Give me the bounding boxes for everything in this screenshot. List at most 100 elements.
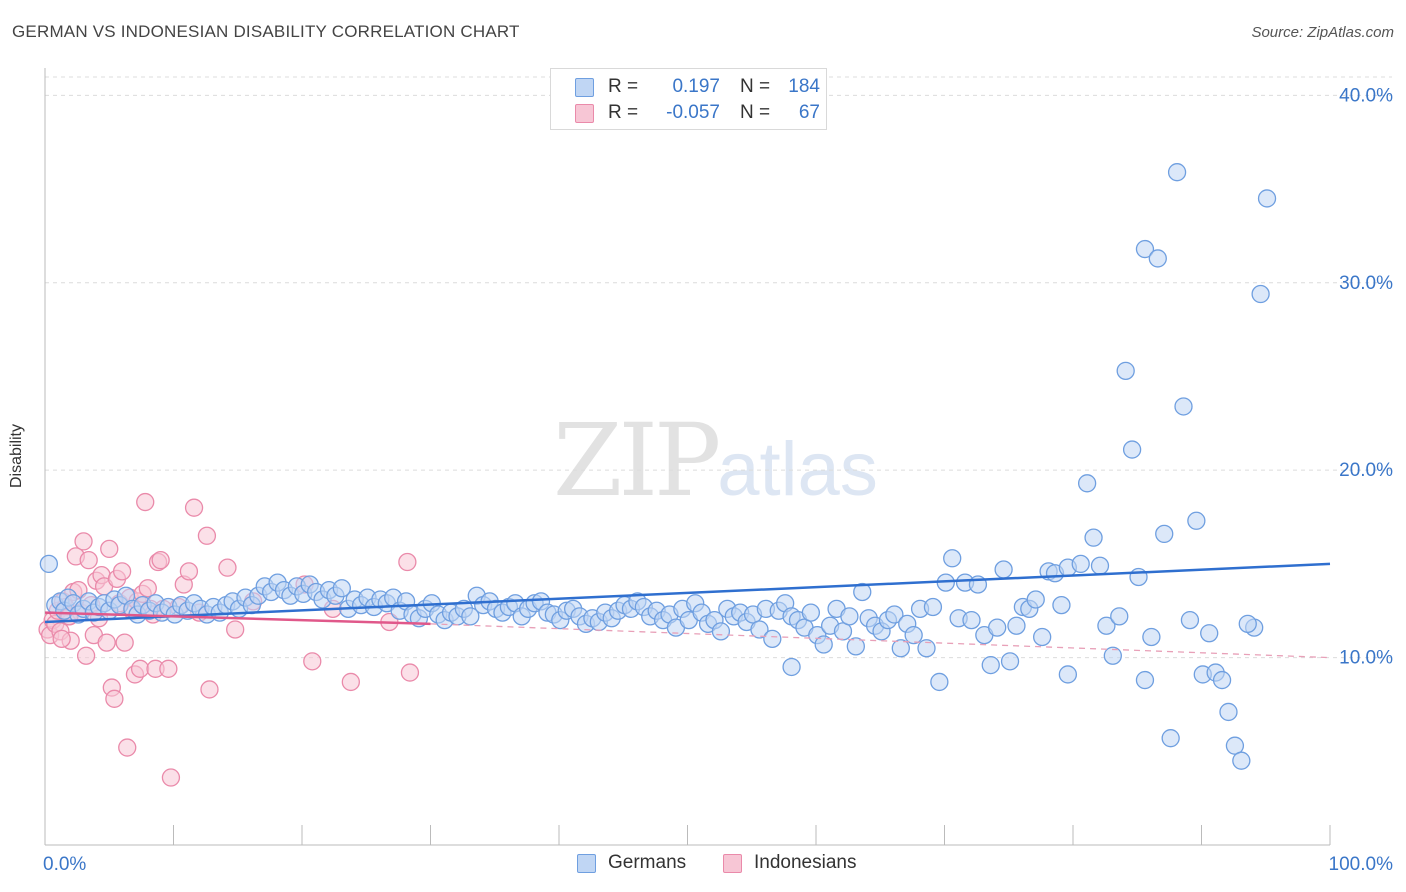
y-tick-label: 40.0% — [1339, 85, 1393, 106]
indonesian-point — [159, 659, 178, 678]
german-point — [461, 607, 480, 626]
german-point — [1077, 474, 1097, 493]
indonesian-point — [97, 633, 116, 652]
german-point — [923, 597, 943, 617]
german-point — [1167, 163, 1187, 182]
legend-row-germans: R = 0.197 N = 184 — [575, 74, 820, 100]
y-axis-title: Disability — [8, 423, 25, 489]
watermark-atlas: atlas — [717, 427, 878, 512]
german-point — [917, 639, 936, 658]
indonesian-point — [74, 532, 93, 551]
german-point — [1155, 524, 1174, 544]
german-point — [1135, 239, 1155, 259]
germans-n-label: N = — [740, 76, 771, 97]
german-point — [1071, 554, 1090, 574]
indonesian-point — [112, 562, 132, 581]
indonesian-point — [200, 680, 219, 699]
german-point — [1033, 627, 1052, 647]
german-point — [1110, 607, 1129, 626]
germans-r-label: R = — [608, 76, 639, 97]
german-point — [1026, 590, 1045, 609]
legend-item-germans[interactable]: Germans — [577, 852, 686, 874]
indonesians-legend-label: Indonesians — [754, 852, 857, 873]
legend-item-indonesians[interactable]: Indonesians — [723, 852, 856, 874]
german-point — [846, 637, 865, 656]
german-point — [1084, 528, 1103, 547]
legend-row-indonesians: R = -0.057 N = 67 — [575, 100, 820, 126]
german-point — [782, 657, 801, 677]
german-point — [1148, 249, 1167, 268]
german-point — [1103, 646, 1122, 665]
german-point — [801, 603, 821, 622]
correlation-legend: R = 0.197 N = 184 R = -0.057 N = 67 — [550, 68, 827, 130]
german-point — [1058, 665, 1078, 684]
german-point — [1232, 751, 1251, 770]
indonesian-point — [226, 620, 245, 639]
german-point — [1251, 284, 1270, 304]
source-label: Source: ZipAtlas.com — [1251, 24, 1394, 41]
watermark-zip: ZIP — [553, 402, 721, 519]
german-point — [885, 605, 904, 624]
german-point — [1135, 670, 1155, 690]
german-point — [1238, 614, 1257, 634]
german-point — [1200, 624, 1219, 643]
germans-swatch — [575, 77, 594, 97]
german-point — [1161, 729, 1180, 748]
y-tick-label: 20.0% — [1339, 460, 1393, 481]
indonesian-point — [138, 579, 157, 598]
german-point — [1052, 595, 1071, 615]
german-point — [962, 610, 981, 630]
y-tick-label: 30.0% — [1339, 273, 1393, 294]
german-point — [1122, 440, 1142, 459]
indonesian-point — [118, 738, 137, 757]
german-point — [1257, 189, 1277, 208]
german-point — [981, 655, 1000, 675]
x-tick-label: 100.0% — [1329, 854, 1394, 875]
x-tick-label: 0.0% — [43, 854, 86, 875]
indonesian-point — [184, 498, 204, 517]
indonesians-trend-extension — [430, 623, 1331, 659]
german-point — [840, 607, 859, 626]
indonesian-point — [130, 659, 150, 678]
indonesians-r-label: R = — [608, 102, 639, 123]
german-point — [853, 582, 872, 602]
german-point — [930, 672, 949, 692]
watermark: ZIPatlas — [553, 402, 878, 519]
y-tick-label: 10.0% — [1339, 648, 1393, 669]
german-point — [904, 625, 923, 645]
german-point — [750, 620, 769, 639]
indonesians-trend-line — [44, 611, 431, 626]
german-point — [1180, 610, 1200, 630]
german-point — [1097, 616, 1116, 635]
indonesian-point — [218, 558, 237, 577]
german-point — [943, 549, 962, 568]
german-point — [988, 618, 1007, 637]
indonesian-point — [76, 646, 96, 665]
german-point — [1090, 556, 1110, 575]
germans-trend-line — [44, 562, 1331, 624]
german-point — [39, 554, 59, 574]
series-legend: Germans Indonesians — [0, 852, 1406, 878]
indonesian-point — [341, 672, 360, 692]
german-point — [711, 622, 731, 641]
german-point — [1007, 616, 1026, 635]
germans-legend-swatch — [577, 853, 596, 873]
german-point — [1219, 702, 1238, 722]
indonesians-r-value: -0.057 — [666, 102, 720, 123]
indonesian-point — [398, 552, 417, 572]
indonesian-point — [303, 652, 322, 671]
indonesian-point — [161, 768, 181, 787]
german-point — [763, 629, 782, 649]
chart-title: GERMAN VS INDONESIAN DISABILITY CORRELAT… — [12, 22, 520, 41]
indonesian-point — [79, 550, 98, 570]
indonesian-point — [400, 663, 420, 682]
indonesian-point — [52, 629, 71, 649]
indonesians-legend-swatch — [723, 853, 742, 873]
indonesians-n-value: 67 — [798, 102, 820, 123]
indonesian-point — [115, 633, 134, 652]
germans-n-value: 184 — [788, 76, 820, 97]
indonesian-point — [100, 539, 119, 559]
indonesians-swatch — [575, 103, 594, 123]
german-point — [1000, 652, 1020, 671]
